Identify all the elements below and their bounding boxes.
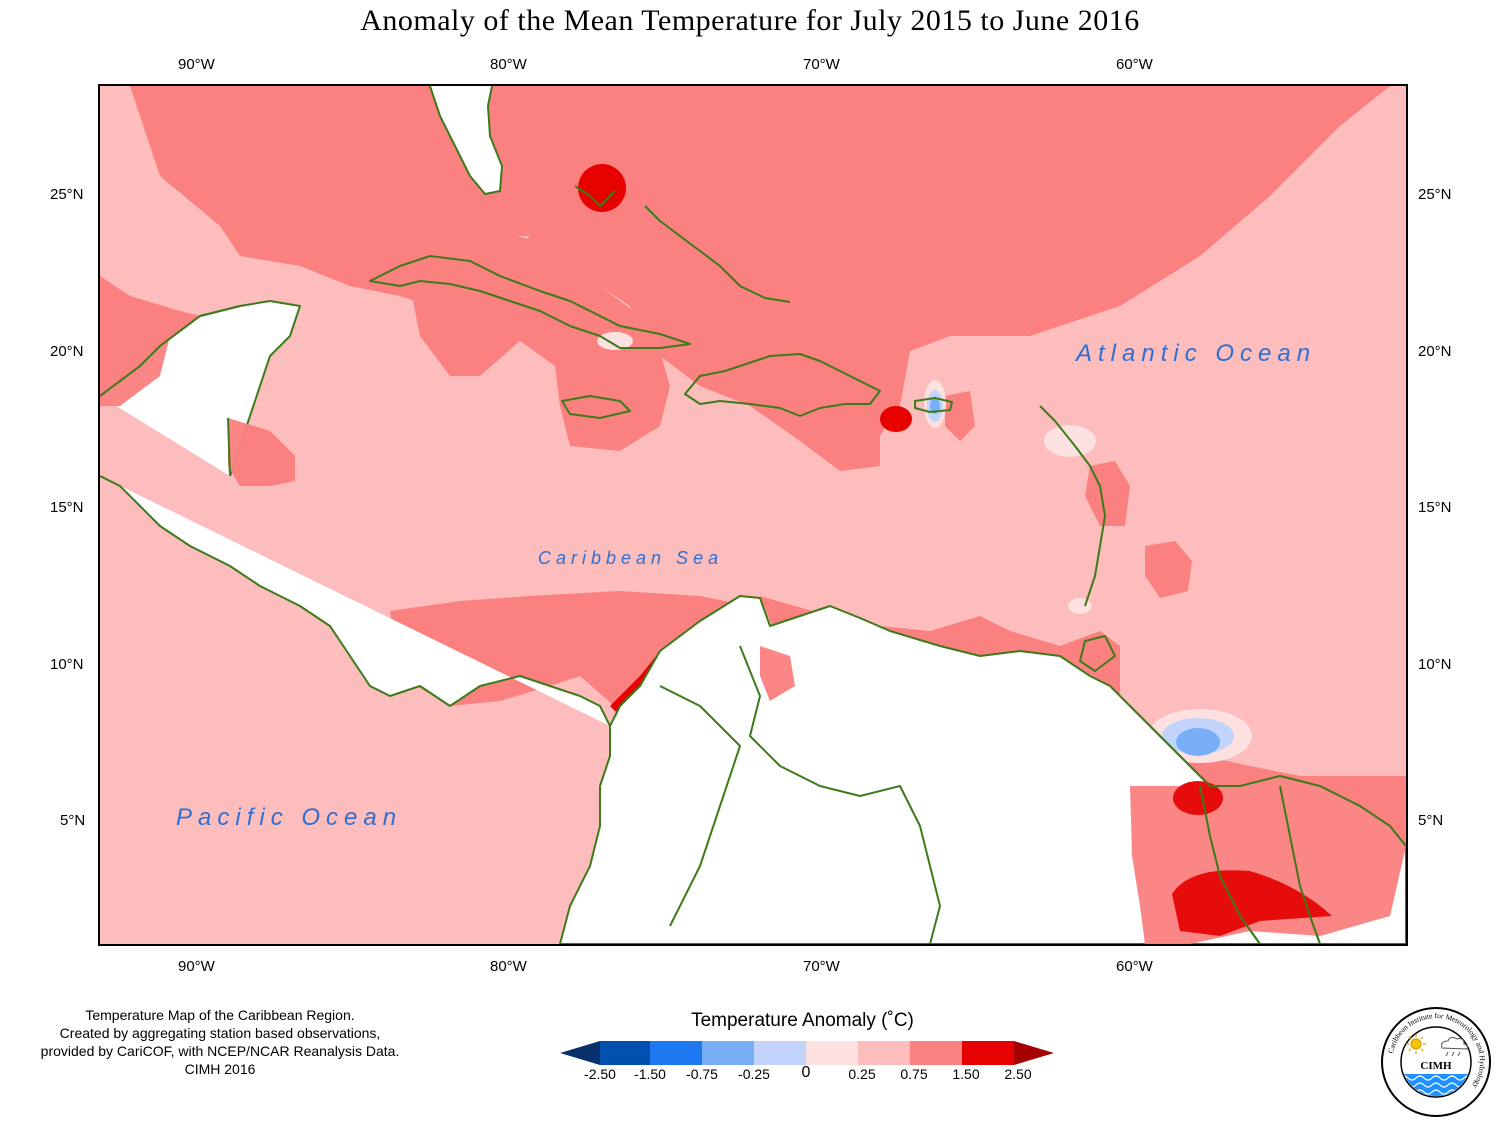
right-lat-label: 5°N	[1418, 812, 1444, 829]
warm-region-pr	[945, 391, 975, 441]
legend-label: 0	[801, 1064, 811, 1081]
source-note-line: Created by aggregating station based obs…	[59, 1025, 381, 1041]
lesser-antilles-outline	[1039, 405, 1106, 607]
legend-label: 0.75	[900, 1066, 928, 1082]
light-spot-tobago	[1068, 598, 1092, 614]
hot-spot-hispaniola	[880, 406, 912, 432]
warm-region-atlantic	[520, 86, 1390, 471]
legend-label: 1.50	[952, 1066, 980, 1082]
caribbean-sea-label: Caribbean Sea	[538, 548, 724, 568]
cool-anomaly-spots	[927, 390, 1234, 756]
top-lon-label: 90°W	[178, 56, 215, 73]
land-warm-yucatan	[100, 286, 170, 406]
right-lat-label: 15°N	[1418, 499, 1452, 516]
right-lat-label: 20°N	[1418, 343, 1452, 360]
cimh-logo: Caribbean Institute for Meteorology and …	[1381, 1007, 1491, 1117]
legend-swatch	[806, 1041, 858, 1065]
land-warm-belize	[228, 418, 295, 486]
atlantic-ocean-label: Atlantic Ocean	[1076, 340, 1317, 367]
left-lat-label: 10°N	[50, 656, 84, 673]
bahamas-outline-2	[644, 205, 791, 303]
map-title: Anomaly of the Mean Temperature for July…	[360, 4, 1140, 37]
legend-swatch	[754, 1041, 806, 1065]
right-lat-label: 25°N	[1418, 186, 1452, 203]
belize-overlay	[227, 417, 231, 477]
legend-label: -2.50	[584, 1066, 616, 1082]
legend-swatch	[560, 1041, 600, 1065]
legend-label: 2.50	[1004, 1066, 1032, 1082]
cool-spot-guyana-inner	[1176, 728, 1220, 756]
legend-swatch	[1014, 1041, 1054, 1065]
pacific-ocean-label: Pacific Ocean	[176, 804, 403, 831]
legend-swatch	[650, 1041, 702, 1065]
bottom-lon-label: 70°W	[803, 958, 840, 975]
source-note: Temperature Map of the Caribbean Region.…	[10, 1006, 430, 1078]
cloud-icon	[1441, 1036, 1469, 1057]
top-lon-label: 80°W	[490, 56, 527, 73]
suriname-border-overlay	[1279, 785, 1321, 944]
source-note-line: CIMH 2016	[184, 1061, 256, 1077]
cuba-outline	[369, 255, 691, 349]
land-hot-guyana-north	[1173, 781, 1223, 815]
colombia-border	[659, 685, 741, 927]
legend-label: -0.25	[738, 1066, 770, 1082]
hot-spot-colombia	[610, 651, 660, 716]
left-lat-label: 25°N	[50, 186, 84, 203]
left-lat-label: 5°N	[60, 812, 86, 829]
puerto-rico-outline	[914, 397, 953, 413]
right-lat-label: 10°N	[1418, 656, 1452, 673]
top-lon-label: 70°W	[803, 56, 840, 73]
guyana-border-overlay	[1199, 785, 1261, 944]
central-america-outline	[100, 475, 611, 727]
florida-outline	[429, 86, 503, 195]
hispaniola-outline	[684, 353, 881, 417]
left-lat-label: 20°N	[50, 343, 84, 360]
bottom-lon-label: 90°W	[178, 958, 215, 975]
bottom-lon-label: 80°W	[490, 958, 527, 975]
warm-region-cuba	[410, 216, 670, 451]
warm-region-grenada	[1145, 541, 1192, 598]
guyana-coast-overlay	[1129, 705, 1406, 847]
bottom-lon-label: 60°W	[1116, 958, 1153, 975]
left-lat-label: 15°N	[50, 499, 84, 516]
legend-label: -1.50	[634, 1066, 666, 1082]
legend-swatch	[910, 1041, 962, 1065]
legend-label: -0.75	[686, 1066, 718, 1082]
trinidad-outline	[1079, 635, 1116, 672]
legend-swatch	[858, 1041, 910, 1065]
land-hot-suriname	[1172, 870, 1332, 936]
coastlines-overlay	[100, 305, 1406, 944]
land-warm-venezuela-west	[760, 646, 795, 701]
hot-spot-bahamas	[578, 164, 626, 212]
jamaica-outline	[561, 395, 631, 419]
top-lon-label: 60°W	[1116, 56, 1153, 73]
light-spot-cuba	[597, 332, 633, 350]
legend-title: Temperature Anomaly (˚C)	[691, 1010, 914, 1031]
cool-spot-pr-inner	[930, 398, 940, 414]
legend-swatch	[600, 1041, 650, 1065]
yucatan-overlay	[100, 305, 241, 397]
anomaly-map: Atlantic Ocean Caribbean Sea Pacific Oce…	[98, 84, 1408, 946]
logo-name: CIMH	[1420, 1060, 1452, 1072]
legend-label: 0.25	[848, 1066, 876, 1082]
venezuela-border	[739, 645, 941, 944]
map-canvas	[100, 86, 1406, 944]
legend-swatch	[702, 1041, 754, 1065]
bahamas-outline-1	[574, 185, 616, 207]
legend-colorbar	[560, 1041, 1054, 1065]
source-note-line: provided by CariCOF, with NCEP/NCAR Rean…	[40, 1043, 400, 1059]
source-note-line: Temperature Map of the Caribbean Region.	[85, 1007, 355, 1023]
legend-swatch	[962, 1041, 1014, 1065]
sun-icon	[1406, 1034, 1426, 1054]
land-shading	[100, 286, 1406, 944]
